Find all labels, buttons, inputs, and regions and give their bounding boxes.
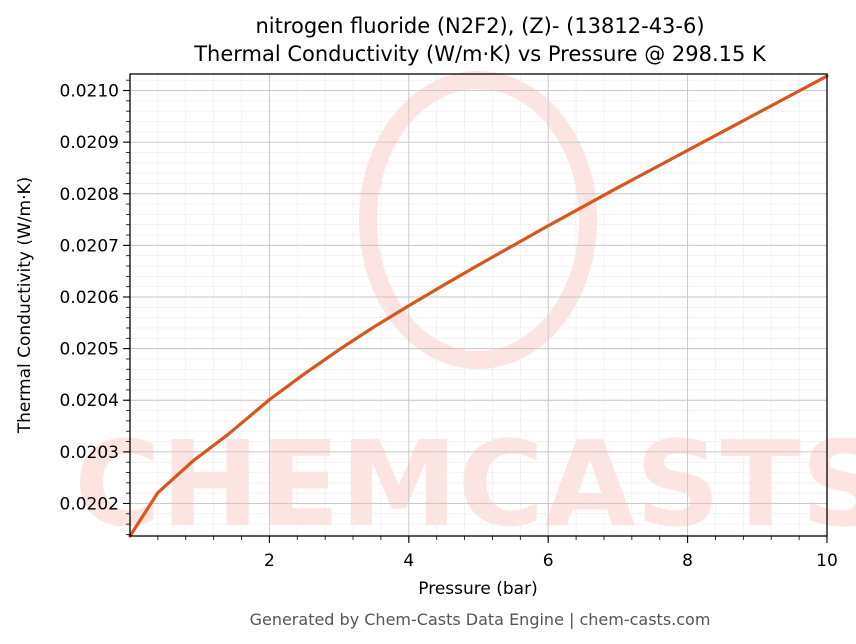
- x-tick-labels: 2 4 6 8 10: [264, 551, 838, 571]
- y-tick-label: 0.0203: [60, 443, 119, 463]
- x-tick-label: 10: [816, 551, 838, 571]
- watermark-text: CHEMCASTS: [74, 415, 856, 553]
- series-layer: [128, 74, 829, 538]
- plot-frame: [129, 73, 828, 537]
- major-grid: [130, 74, 828, 536]
- y-tick-label: 0.0204: [60, 391, 119, 411]
- y-tick-label: 0.0208: [60, 185, 119, 205]
- x-tick-label: 2: [264, 551, 275, 571]
- x-tick-label: 4: [403, 551, 414, 571]
- y-tick-labels: 0.0202 0.0203 0.0204 0.0205 0.0206 0.0207 0.02…: [60, 82, 119, 515]
- y-tick-label: 0.0205: [60, 340, 119, 360]
- x-tick-label: 6: [543, 551, 554, 571]
- y-tick-label: 0.0202: [60, 494, 119, 514]
- series-line: [128, 74, 829, 538]
- y-tick-label: 0.0209: [60, 133, 119, 153]
- y-tick-label: 0.0210: [60, 82, 119, 102]
- x-axis-title: Pressure (bar): [418, 579, 537, 599]
- y-tick-label: 0.0206: [60, 288, 119, 308]
- chart-title-line2: Thermal Conductivity (W/m·K) vs Pressure…: [193, 42, 767, 66]
- watermark-logo: CHEMCASTS: [74, 71, 856, 553]
- footer-credit: Generated by Chem-Casts Data Engine | ch…: [250, 610, 711, 629]
- chart-title-line1: nitrogen fluoride (N2F2), (Z)- (13812-43…: [255, 14, 704, 38]
- y-axis-title: Thermal Conductivity (W/m·K): [15, 177, 35, 435]
- x-tick-label: 8: [682, 551, 693, 571]
- y-tick-label: 0.0207: [60, 236, 119, 256]
- tick-marks: [123, 79, 828, 543]
